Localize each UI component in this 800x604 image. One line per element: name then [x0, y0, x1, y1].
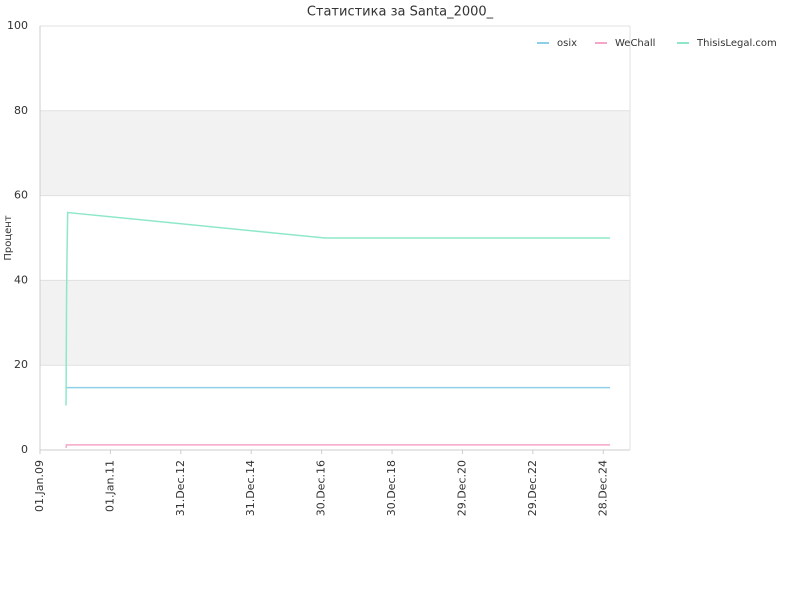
y-tick-label: 80	[14, 104, 28, 117]
series-line	[65, 444, 611, 449]
chart-title: Статистика за Santa_2000_	[307, 5, 494, 20]
legend-item: WeChall	[595, 38, 655, 49]
x-tick-label: 31.Dec.14	[244, 460, 257, 516]
x-tick-label: 29.Dec.20	[455, 460, 468, 516]
x-tick-label: 29.Dec.22	[526, 460, 539, 516]
y-axis-label: Процент	[3, 215, 14, 260]
x-tick-label: 30.Dec.16	[315, 460, 328, 516]
legend-item: ThisisLegal.com	[677, 38, 777, 49]
x-tick-label: 31.Dec.12	[174, 460, 187, 516]
y-tick-label: 40	[14, 273, 28, 286]
grid-band	[40, 110, 630, 196]
legend-label: ThisisLegal.com	[696, 38, 777, 49]
y-tick-label: 60	[14, 189, 28, 202]
x-tick-label: 28.Dec.24	[596, 460, 609, 516]
grid-band	[40, 280, 630, 366]
legend-item: osix	[537, 38, 577, 49]
y-tick-label: 20	[14, 358, 28, 371]
series-line	[65, 211, 611, 406]
legend-label: WeChall	[615, 38, 655, 49]
legend-label: osix	[557, 38, 577, 49]
x-tick-label: 30.Dec.18	[385, 460, 398, 516]
x-tick-label: 01.Jan.11	[103, 460, 116, 512]
y-tick-label: 100	[7, 19, 28, 32]
y-tick-label: 0	[21, 443, 28, 456]
x-tick-label: 01.Jan.09	[33, 460, 46, 512]
